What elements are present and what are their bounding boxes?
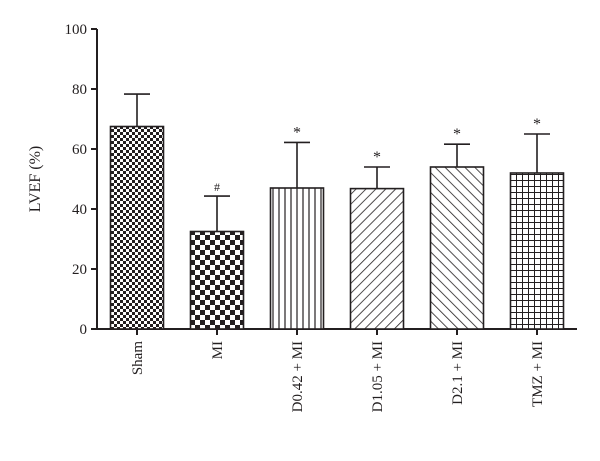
x-tick-label: D2.1 + MI	[450, 341, 466, 405]
y-tick-label: 0	[80, 322, 88, 338]
y-tick-label: 40	[72, 202, 87, 218]
significance-marker: *	[453, 126, 461, 143]
significance-marker: *	[533, 116, 541, 133]
axes: 0 20 40 60 80 100	[65, 22, 577, 338]
labels: Sham # MI * D0.42 + MI * D1.05 + MI * D2.1 + MI *…	[130, 116, 546, 412]
x-tick-label: Sham	[130, 341, 146, 376]
bars	[109, 93, 565, 330]
bar	[189, 230, 245, 330]
bar	[509, 172, 565, 330]
bar	[349, 187, 405, 330]
significance-marker: *	[293, 124, 301, 141]
bar	[109, 125, 165, 330]
bar	[269, 187, 325, 330]
bar	[429, 166, 485, 330]
y-tick-label: 100	[65, 22, 88, 38]
x-tick-label: D0.42 + MI	[290, 341, 306, 412]
y-tick-label: 20	[72, 262, 87, 278]
y-tick-label: 80	[72, 82, 87, 98]
x-tick-label: TMZ + MI	[530, 341, 546, 407]
significance-marker: *	[373, 149, 381, 166]
y-tick-label: 60	[72, 142, 87, 158]
significance-marker: #	[214, 180, 220, 194]
y-axis-title: LVEF (%)	[27, 146, 44, 213]
x-tick-label: D1.05 + MI	[370, 341, 386, 412]
x-tick-label: MI	[210, 341, 226, 359]
